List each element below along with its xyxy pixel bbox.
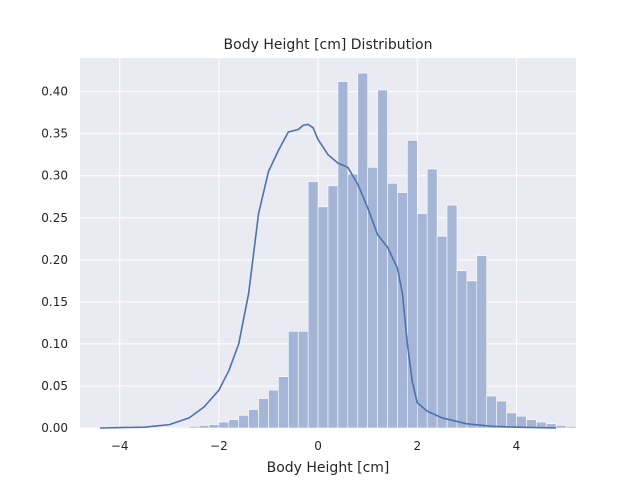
kde-curve xyxy=(99,123,557,429)
histogram-bar xyxy=(456,270,468,429)
histogram-bar xyxy=(278,376,289,429)
histogram-bar xyxy=(178,426,190,429)
histogram-bar xyxy=(486,395,497,429)
histogram-bar xyxy=(307,181,319,429)
histogram-bar xyxy=(367,167,378,429)
y-tick-label: 0.30 xyxy=(41,169,68,183)
histogram-bar xyxy=(506,412,517,429)
histogram-bar xyxy=(436,235,448,429)
y-tick-label: 0.10 xyxy=(41,337,68,351)
histogram-bar xyxy=(297,330,309,429)
y-tick-label: 0.00 xyxy=(41,421,68,435)
histogram-bar xyxy=(496,400,507,429)
histogram-bars xyxy=(99,72,577,429)
histogram-bar xyxy=(397,192,408,429)
histogram-bar xyxy=(218,421,230,429)
histogram-bar xyxy=(228,419,240,429)
histogram-bar xyxy=(288,330,299,429)
histogram-bar xyxy=(446,204,458,429)
y-tick-label: 0.20 xyxy=(41,253,68,267)
x-tick-label: 4 xyxy=(513,439,521,453)
histogram-bar xyxy=(347,173,359,429)
y-tick-label: 0.35 xyxy=(41,127,68,141)
histogram-bar xyxy=(327,185,339,429)
histogram-bar xyxy=(248,409,259,429)
histogram-bar xyxy=(317,206,329,429)
histogram-bar xyxy=(238,415,249,429)
histogram-bar xyxy=(476,255,488,429)
histogram-bar xyxy=(516,415,527,429)
chart-title: Body Height [cm] Distribution xyxy=(224,37,433,53)
y-tick-label: 0.15 xyxy=(41,295,68,309)
histogram-bar xyxy=(268,389,279,429)
x-tick-label: 0 xyxy=(314,439,322,453)
x-axis-ticks: −4 −2 0 2 4 xyxy=(111,439,520,453)
y-tick-label: 0.40 xyxy=(41,85,68,99)
histogram-bar xyxy=(466,280,478,429)
histogram-bar xyxy=(555,425,567,429)
x-tick-label: 2 xyxy=(413,439,421,453)
y-tick-label: 0.05 xyxy=(41,379,68,393)
histogram-bar xyxy=(565,426,577,429)
x-tick-label: −2 xyxy=(210,439,228,453)
histogram-bar xyxy=(416,213,428,429)
histogram-bar xyxy=(377,89,388,429)
histogram-bar xyxy=(258,398,269,429)
histogram-bar xyxy=(357,72,368,429)
x-tick-label: −4 xyxy=(111,439,129,453)
histogram-bar xyxy=(198,425,210,429)
histogram-bar xyxy=(337,81,349,429)
y-axis-ticks: 0.00 0.05 0.10 0.15 0.20 0.25 0.30 0.35 0.40 xyxy=(41,85,68,435)
histogram-bar xyxy=(387,182,398,429)
histogram-bar xyxy=(188,426,200,429)
histogram-bar xyxy=(426,168,438,429)
y-tick-label: 0.25 xyxy=(41,211,68,225)
histogram-bar xyxy=(208,424,220,429)
x-axis-label: Body Height [cm] xyxy=(267,460,390,476)
